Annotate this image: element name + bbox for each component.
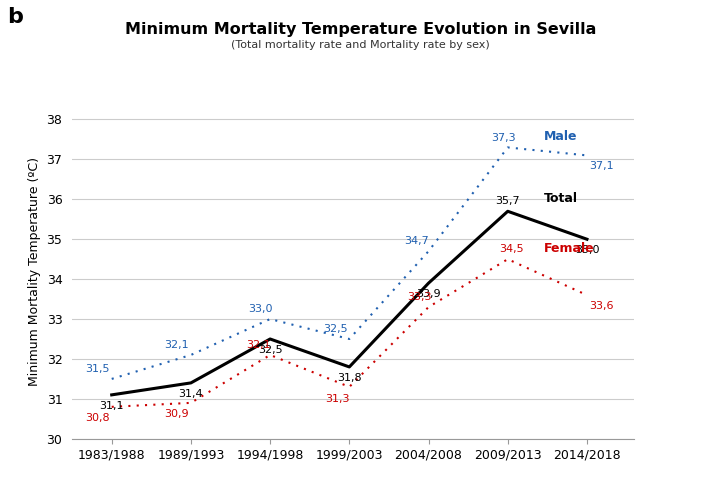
Y-axis label: Minimum Mortality Temperature (ºC): Minimum Mortality Temperature (ºC) — [28, 157, 41, 386]
Text: (Total mortality rate and Mortality rate by sex): (Total mortality rate and Mortality rate… — [231, 40, 490, 50]
Text: 33,3: 33,3 — [407, 292, 431, 302]
Text: 31,4: 31,4 — [179, 389, 203, 399]
Text: 32,1: 32,1 — [246, 340, 270, 350]
Text: 35,7: 35,7 — [495, 197, 520, 207]
Text: 32,1: 32,1 — [164, 340, 189, 350]
Text: Total: Total — [544, 192, 578, 205]
Text: b: b — [7, 7, 23, 28]
Text: 37,3: 37,3 — [492, 133, 516, 142]
Text: 33,6: 33,6 — [589, 301, 614, 311]
Text: 30,8: 30,8 — [85, 413, 110, 423]
Text: Male: Male — [544, 130, 577, 142]
Text: 31,1: 31,1 — [99, 401, 124, 411]
Text: 35,0: 35,0 — [575, 245, 599, 255]
Text: 31,3: 31,3 — [325, 394, 350, 404]
Text: 37,1: 37,1 — [589, 161, 614, 172]
Text: Minimum Mortality Temperature Evolution in Sevilla: Minimum Mortality Temperature Evolution … — [125, 22, 596, 37]
Text: 32,5: 32,5 — [323, 324, 348, 334]
Text: 30,9: 30,9 — [164, 409, 189, 419]
Text: 34,5: 34,5 — [500, 245, 524, 254]
Text: 34,7: 34,7 — [404, 237, 429, 246]
Text: 33,0: 33,0 — [248, 304, 273, 314]
Text: 32,5: 32,5 — [258, 345, 283, 355]
Text: 33,9: 33,9 — [416, 289, 441, 299]
Text: Female: Female — [544, 242, 594, 255]
Text: 31,5: 31,5 — [85, 364, 110, 374]
Text: 31,8: 31,8 — [337, 373, 362, 383]
